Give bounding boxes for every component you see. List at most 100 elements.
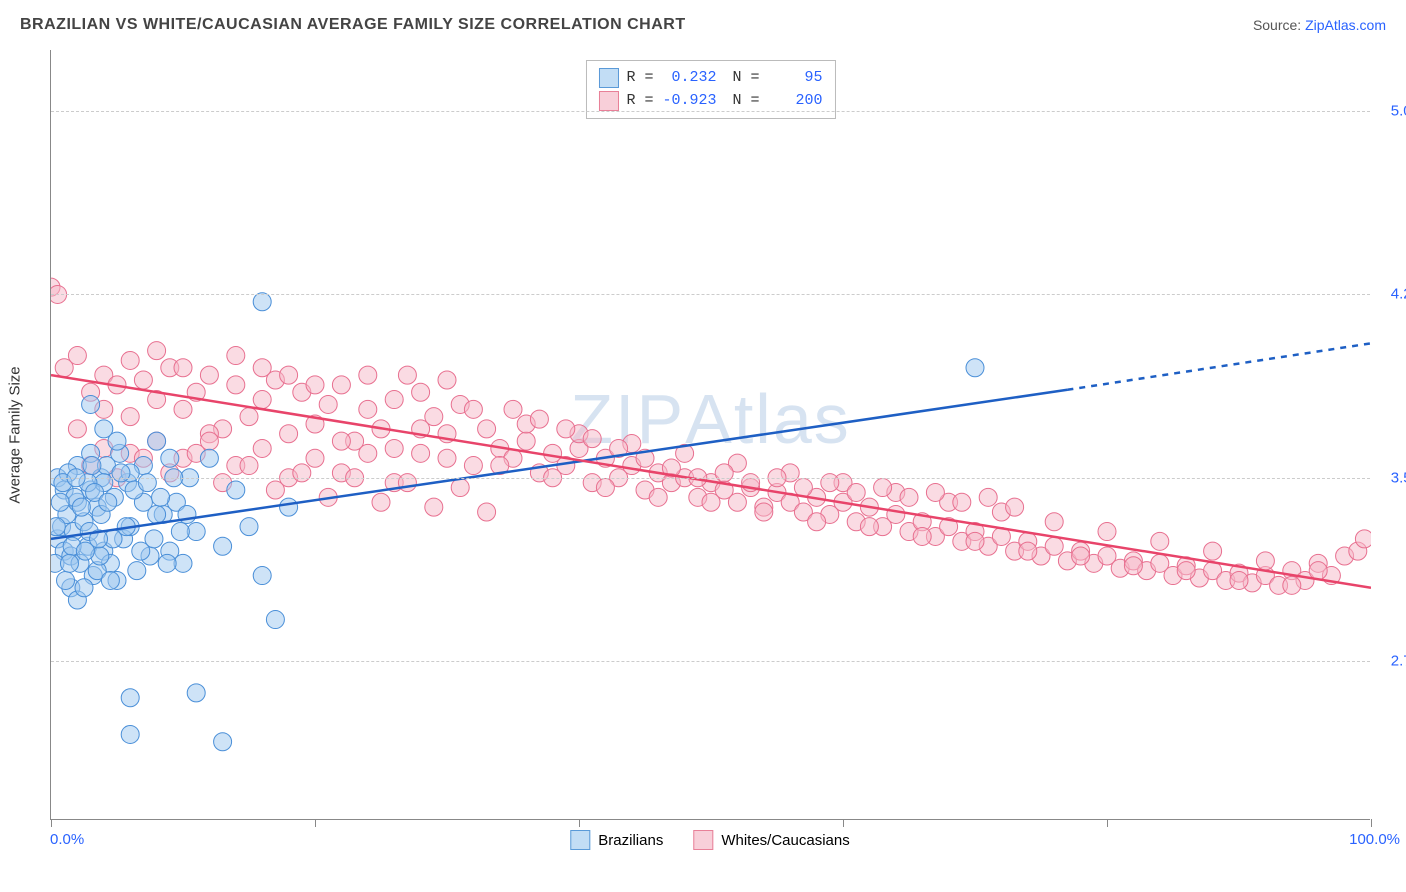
data-point — [517, 432, 535, 450]
y-tick-label: 2.75 — [1375, 653, 1406, 670]
data-point — [148, 432, 166, 450]
data-point — [99, 493, 117, 511]
data-point — [1019, 542, 1037, 560]
data-point — [847, 483, 865, 501]
data-point — [1204, 542, 1222, 560]
data-point — [1177, 562, 1195, 580]
gridline-h — [51, 294, 1370, 295]
data-point — [900, 488, 918, 506]
chart-header: BRAZILIAN VS WHITE/CAUCASIAN AVERAGE FAM… — [0, 0, 1406, 40]
data-point — [464, 400, 482, 418]
data-point — [187, 684, 205, 702]
x-tick — [579, 819, 580, 827]
data-point — [293, 464, 311, 482]
data-point — [359, 366, 377, 384]
data-point — [75, 579, 93, 597]
data-point — [280, 366, 298, 384]
x-tick — [51, 819, 52, 827]
bottom-legend: Brazilians Whites/Caucasians — [570, 830, 849, 850]
data-point — [1045, 537, 1063, 555]
data-point — [266, 611, 284, 629]
data-point — [860, 518, 878, 536]
data-point — [1283, 576, 1301, 594]
data-point — [887, 505, 905, 523]
series-swatch — [598, 91, 618, 111]
data-point — [280, 498, 298, 516]
data-point — [152, 488, 170, 506]
trend-line-dashed — [1067, 343, 1371, 389]
data-point — [240, 518, 258, 536]
data-point — [145, 530, 163, 548]
data-point — [266, 481, 284, 499]
data-point — [200, 449, 218, 467]
data-point — [1006, 498, 1024, 516]
gridline-h — [51, 111, 1370, 112]
data-point — [398, 366, 416, 384]
data-point — [138, 474, 156, 492]
legend-item: Brazilians — [570, 830, 663, 850]
data-point — [332, 432, 350, 450]
stats-row: R =-0.923N =200 — [598, 90, 822, 113]
x-axis-max-label: 100.0% — [1349, 831, 1400, 848]
data-point — [359, 444, 377, 462]
data-point — [227, 376, 245, 394]
y-axis-label: Average Family Size — [7, 366, 24, 503]
data-point — [385, 391, 403, 409]
r-value: -0.923 — [662, 90, 717, 113]
y-tick-label: 3.50 — [1375, 469, 1406, 486]
data-point — [108, 432, 126, 450]
data-point — [148, 505, 166, 523]
source-link[interactable]: ZipAtlas.com — [1305, 17, 1386, 33]
data-point — [158, 554, 176, 572]
data-point — [583, 430, 601, 448]
data-point — [68, 347, 86, 365]
legend-swatch — [570, 830, 590, 850]
data-point — [57, 571, 75, 589]
data-point — [1355, 530, 1371, 548]
data-point — [171, 523, 189, 541]
data-point — [412, 383, 430, 401]
data-point — [649, 488, 667, 506]
data-point — [372, 493, 390, 511]
data-point — [306, 449, 324, 467]
data-point — [72, 498, 90, 516]
data-point — [128, 562, 146, 580]
data-point — [68, 420, 86, 438]
data-point — [161, 449, 179, 467]
data-point — [332, 376, 350, 394]
data-point — [200, 366, 218, 384]
data-point — [253, 359, 271, 377]
data-point — [1309, 562, 1327, 580]
data-point — [121, 351, 139, 369]
y-tick-label: 5.00 — [1375, 103, 1406, 120]
data-point — [728, 493, 746, 511]
data-point — [1256, 552, 1274, 570]
data-point — [253, 293, 271, 311]
x-axis-min-label: 0.0% — [50, 831, 84, 848]
data-point — [1230, 571, 1248, 589]
chart-area: ZIPAtlas R =0.232N =95R =-0.923N =200 2.… — [50, 50, 1370, 820]
data-point — [504, 400, 522, 418]
gridline-h — [51, 478, 1370, 479]
x-tick — [843, 819, 844, 827]
legend-label: Whites/Caucasians — [721, 832, 849, 849]
data-point — [51, 493, 69, 511]
data-point — [425, 498, 443, 516]
n-value: 200 — [768, 90, 823, 113]
data-point — [438, 449, 456, 467]
data-point — [478, 503, 496, 521]
data-point — [51, 518, 65, 536]
data-point — [227, 347, 245, 365]
r-value: 0.232 — [662, 67, 717, 90]
chart-title: BRAZILIAN VS WHITE/CAUCASIAN AVERAGE FAM… — [20, 16, 686, 34]
data-point — [715, 464, 733, 482]
data-point — [794, 479, 812, 497]
data-point — [121, 408, 139, 426]
data-point — [214, 537, 232, 555]
data-point — [253, 391, 271, 409]
data-point — [913, 527, 931, 545]
data-point — [412, 444, 430, 462]
data-point — [438, 371, 456, 389]
gridline-h — [51, 661, 1370, 662]
data-point — [134, 371, 152, 389]
